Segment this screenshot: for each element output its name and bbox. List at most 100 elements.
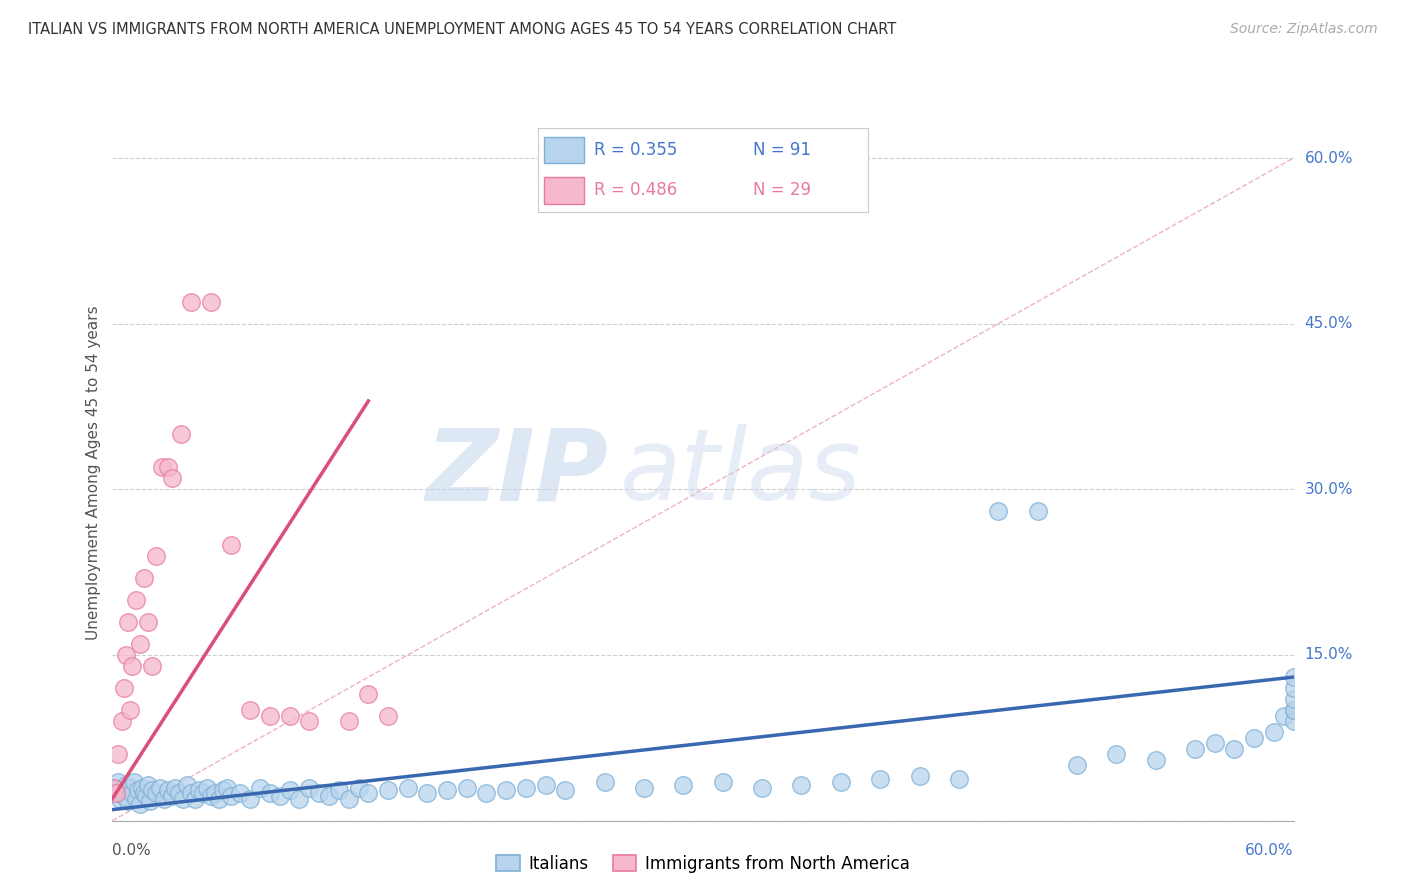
Point xyxy=(121,659,143,673)
Text: 45.0%: 45.0% xyxy=(1305,316,1353,331)
Point xyxy=(790,778,813,792)
Y-axis label: Unemployment Among Ages 45 to 54 years: Unemployment Among Ages 45 to 54 years xyxy=(86,305,101,640)
Point xyxy=(184,791,207,805)
Point xyxy=(170,427,193,442)
Point xyxy=(337,714,360,729)
Point xyxy=(298,780,321,795)
Point xyxy=(160,789,183,804)
Point xyxy=(1184,742,1206,756)
Point xyxy=(396,780,419,795)
Point xyxy=(208,791,231,805)
Point xyxy=(127,782,149,797)
Point xyxy=(204,786,226,800)
Text: ITALIAN VS IMMIGRANTS FROM NORTH AMERICA UNEMPLOYMENT AMONG AGES 45 TO 54 YEARS : ITALIAN VS IMMIGRANTS FROM NORTH AMERICA… xyxy=(28,22,897,37)
Point xyxy=(180,786,202,800)
Point xyxy=(115,648,138,662)
Point xyxy=(456,780,478,795)
Point xyxy=(1204,736,1226,750)
Point xyxy=(229,786,252,800)
Point xyxy=(515,780,537,795)
Point xyxy=(337,791,360,805)
Point xyxy=(111,714,134,729)
Point xyxy=(141,659,163,673)
Point xyxy=(160,471,183,485)
Point xyxy=(830,775,852,789)
Point xyxy=(115,778,138,792)
Point xyxy=(120,780,142,795)
Point xyxy=(328,782,350,797)
Text: atlas: atlas xyxy=(620,425,862,521)
Point xyxy=(139,794,162,808)
Point xyxy=(129,637,152,651)
Point xyxy=(347,780,370,795)
Text: 60.0%: 60.0% xyxy=(1305,151,1353,166)
Point xyxy=(110,791,132,805)
Point xyxy=(105,786,128,800)
Point xyxy=(107,775,129,789)
Point xyxy=(1282,703,1305,717)
Point xyxy=(1223,742,1246,756)
Point xyxy=(188,782,211,797)
Point xyxy=(377,782,399,797)
Point xyxy=(125,791,148,805)
Point xyxy=(908,769,931,783)
Point xyxy=(219,789,242,804)
Point xyxy=(987,504,1010,518)
Point xyxy=(751,780,773,795)
Point xyxy=(200,294,222,309)
Point xyxy=(377,708,399,723)
Point xyxy=(1282,681,1305,695)
Point xyxy=(136,778,159,792)
Point xyxy=(149,780,172,795)
Point xyxy=(249,780,271,795)
Point xyxy=(219,537,242,551)
Point xyxy=(357,687,380,701)
Point xyxy=(156,782,179,797)
Point xyxy=(150,460,173,475)
Point xyxy=(711,775,734,789)
Point xyxy=(318,789,340,804)
Point xyxy=(948,772,970,786)
Point xyxy=(125,592,148,607)
Point xyxy=(1066,758,1088,772)
Point xyxy=(1144,753,1167,767)
Point xyxy=(117,794,139,808)
Point xyxy=(1243,731,1265,745)
Point xyxy=(132,571,155,585)
Point xyxy=(278,782,301,797)
Point xyxy=(200,789,222,804)
Point xyxy=(103,780,125,795)
Point xyxy=(869,772,891,786)
Text: Source: ZipAtlas.com: Source: ZipAtlas.com xyxy=(1230,22,1378,37)
Point xyxy=(1026,504,1049,518)
Point xyxy=(132,786,155,800)
Point xyxy=(131,780,153,795)
Text: 15.0%: 15.0% xyxy=(1305,648,1353,663)
Point xyxy=(416,786,439,800)
Text: 0.0%: 0.0% xyxy=(112,843,152,858)
Point xyxy=(357,786,380,800)
Text: 60.0%: 60.0% xyxy=(1246,843,1294,858)
Point xyxy=(195,780,218,795)
Point xyxy=(103,780,125,795)
Point xyxy=(672,778,695,792)
Point xyxy=(633,780,655,795)
Text: ZIP: ZIP xyxy=(426,425,609,521)
Point xyxy=(112,681,135,695)
Point xyxy=(122,775,145,789)
Point xyxy=(180,294,202,309)
Point xyxy=(259,786,281,800)
Text: 30.0%: 30.0% xyxy=(1305,482,1353,497)
Point xyxy=(1282,703,1305,717)
Point xyxy=(117,615,139,629)
Point xyxy=(105,786,128,800)
Point xyxy=(534,778,557,792)
Point xyxy=(475,786,498,800)
Point xyxy=(1282,692,1305,706)
Point xyxy=(136,615,159,629)
Point xyxy=(211,782,233,797)
Point xyxy=(1272,708,1295,723)
Point xyxy=(111,782,134,797)
Point xyxy=(169,786,191,800)
Point xyxy=(120,703,142,717)
